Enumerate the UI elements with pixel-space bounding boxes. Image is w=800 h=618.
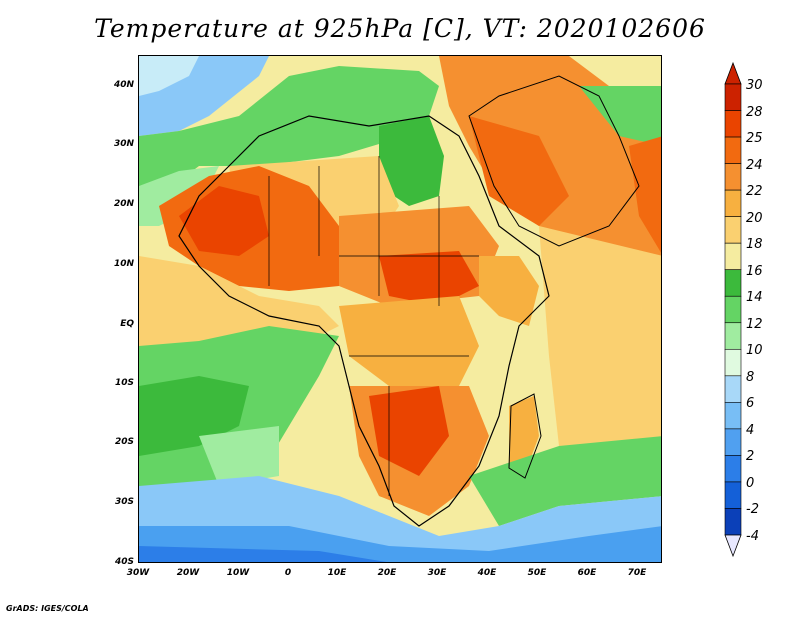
southern-indian-green [469,436,661,526]
colorbar-segment [724,508,742,536]
colorbar-label: 30 [746,78,763,93]
africa-coastline [178,115,550,527]
temperature-map [139,56,661,562]
lon-label-10e: 10E [327,568,347,578]
lat-label-30s: 30S [114,497,134,507]
colorbar-label: 6 [746,396,755,411]
lat-label-30n: 30N [113,139,134,149]
north-atlantic-cool [139,56,199,96]
colorbar-segment [724,163,742,191]
colorbar-label: 25 [746,131,763,146]
colorbar-label: 2 [746,449,755,464]
lon-label-0: 0 [284,568,292,578]
indian-ocean-yellow [539,226,661,456]
lon-label-40e: 40E [477,568,497,578]
arabia-coastline [468,75,640,247]
colorbar-label: 0 [746,476,755,491]
lat-label-10n: 10N [113,259,134,269]
colorbar-segment [724,322,742,350]
colorbar-segment [724,83,742,111]
congo-basin [339,296,479,386]
colorbar-top-arrow [724,62,742,85]
colorbar-segment [724,189,742,217]
pakistan-orange [629,136,661,253]
mediterranean-green [139,66,439,206]
madagascar-coastline [508,393,542,479]
lon-label-30w: 30W [126,568,150,578]
lon-label-50e: 50E [527,568,547,578]
colorbar-bottom-arrow [724,534,742,557]
colorbar-segment [724,375,742,403]
colorbar-label: 18 [746,237,763,252]
colorbar-segment [724,216,742,244]
colorbar [724,62,742,557]
colorbar-label: 20 [746,211,763,226]
lon-label-70e: 70E [627,568,647,578]
lat-label-40s: 40S [114,557,134,567]
colorbar-segment [724,269,742,297]
colorbar-label: 24 [746,158,763,173]
colorbar-segment [724,481,742,509]
southern-ocean-coldest [139,546,387,562]
iran-green [579,86,661,146]
lat-label-10s: 10S [114,378,134,388]
lat-label-20s: 20S [114,437,134,447]
colorbar-segment [724,242,742,271]
libya-egypt-green [379,116,444,206]
map-panel[interactable] [138,55,662,563]
colorbar-label: 28 [746,105,763,120]
lon-label-20e: 20E [377,568,397,578]
colorbar-label: -4 [746,529,759,544]
colorbar-label: 12 [746,317,763,332]
colorbar-segment [724,348,742,377]
colorbar-label: 16 [746,264,763,279]
colorbar-label: 14 [746,290,763,305]
chart-title: Temperature at 925hPa [C], VT: 202010260… [94,14,706,43]
south-atlantic-dark-green [139,376,249,456]
lon-label-20w: 20W [176,568,200,578]
west-africa-hotspot [179,186,269,256]
lon-label-10w: 10W [226,568,250,578]
colorbar-segment [724,295,742,324]
colorbar-label: 22 [746,184,763,199]
lon-label-60e: 60E [577,568,597,578]
country-borders [268,156,479,496]
colorbar-label: 10 [746,343,763,358]
chad-sudan-hotspot [379,251,479,306]
ethiopia-highlands [479,256,539,326]
colorbar-segment [724,136,742,164]
lat-label-40n: 40N [113,80,134,90]
lat-label-20n: 20N [113,199,134,209]
colorbar-segment [724,455,742,483]
colorbar-label: 8 [746,370,755,385]
colorbar-label: 4 [746,423,755,438]
colorbar-segment [724,110,742,138]
colorbar-segment [724,402,742,430]
lat-label-eq: EQ [120,319,134,329]
arabia-hotspot [469,116,569,226]
colorbar-segment [724,428,742,456]
footer-credit: GrADS: IGES/COLA [6,604,89,613]
south-atlantic-light [199,426,279,486]
colorbar-label: -2 [746,502,759,517]
lon-label-30e: 30E [427,568,447,578]
